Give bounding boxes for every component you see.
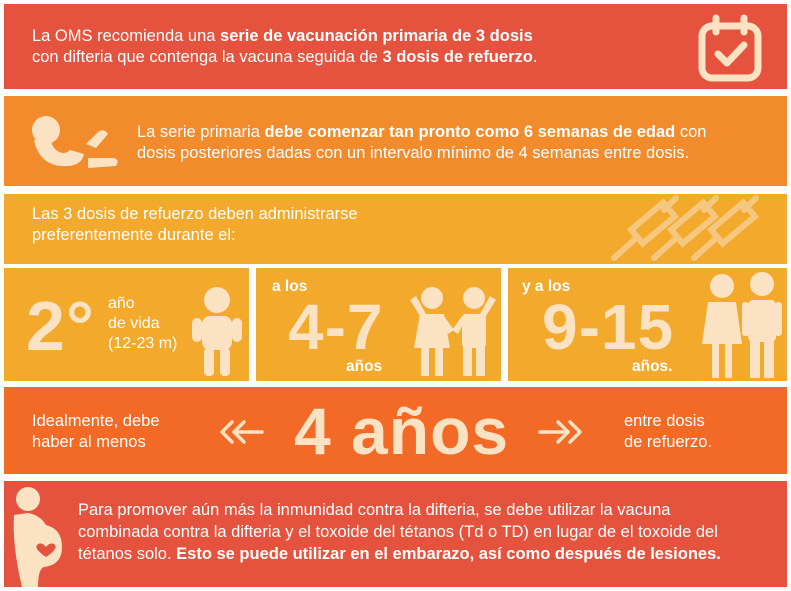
age-cell-4-7: a los 4-7 años bbox=[256, 268, 501, 381]
age-2nd-number: 2° bbox=[26, 287, 95, 365]
primary-series-banner: La serie primaria debe comenzar tan pron… bbox=[4, 96, 787, 186]
primary-series-text: La serie primaria debe comenzar tan pron… bbox=[137, 123, 707, 162]
age-cell-2nd-year: 2° año de vida (12-23 m) bbox=[4, 268, 249, 381]
teens-icon bbox=[702, 272, 782, 378]
recommendation-text: La OMS recomienda una serie de vacunació… bbox=[32, 27, 538, 66]
age-9-15-bottom-label: años. bbox=[632, 358, 673, 375]
interval-left-text: Idealmente, debe haber al menos bbox=[32, 412, 160, 451]
age-4-7-number: 4-7 bbox=[288, 291, 384, 363]
syringes-icon bbox=[611, 195, 760, 261]
age-cell-9-15: y a los 9-15 años. bbox=[508, 268, 787, 381]
recommendation-banner: La OMS recomienda una serie de vacunació… bbox=[4, 4, 787, 89]
age-4-7-top-label: a los bbox=[272, 278, 308, 295]
interval-right-text: entre dosis de refuerzo. bbox=[624, 412, 713, 451]
toddler-icon bbox=[192, 287, 242, 376]
td-vaccine-banner: Para promover aún más la inmunidad contr… bbox=[4, 481, 787, 587]
td-vaccine-text: Para promover aún más la inmunidad contr… bbox=[78, 501, 721, 563]
booster-intro-text: Las 3 dosis de refuerzo deben administra… bbox=[32, 205, 358, 244]
baby-icon bbox=[32, 116, 118, 168]
age-4-7-bottom-label: años bbox=[346, 358, 383, 375]
double-chevron-right-icon bbox=[538, 420, 582, 444]
children-icon bbox=[410, 287, 496, 376]
age-9-15-number: 9-15 bbox=[542, 291, 675, 363]
interval-years-number: 4 años bbox=[294, 394, 510, 468]
age-2nd-label: año de vida (12-23 m) bbox=[108, 295, 178, 352]
booster-intro-banner: Las 3 dosis de refuerzo deben administra… bbox=[4, 194, 787, 264]
age-9-15-top-label: y a los bbox=[522, 278, 571, 295]
double-chevron-left-icon bbox=[220, 420, 264, 444]
interval-banner: Idealmente, debe haber al menos 4 años e… bbox=[4, 387, 787, 474]
calendar-check-icon bbox=[698, 14, 762, 82]
pregnant-woman-icon bbox=[13, 487, 63, 587]
